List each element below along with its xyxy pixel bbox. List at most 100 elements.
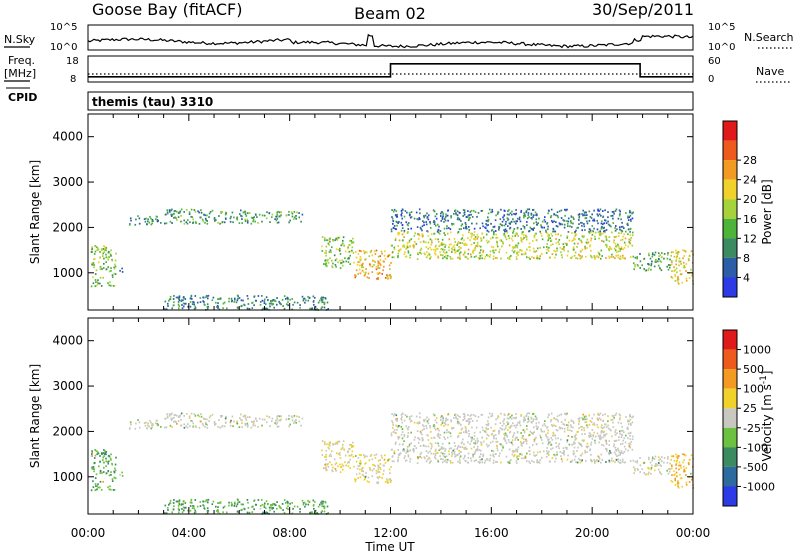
velocity-cell: [629, 415, 632, 418]
power-cell: [359, 264, 361, 267]
power-cell: [433, 223, 436, 225]
power-cell: [578, 216, 580, 219]
velocity-cell: [291, 416, 294, 419]
velocity-cell: [594, 462, 596, 464]
velocity-cell: [307, 499, 309, 502]
velocity-cell: [676, 483, 679, 486]
power-cell: [396, 221, 398, 223]
power-cell: [596, 255, 598, 257]
velocity-cell: [488, 459, 491, 462]
velocity-cell: [366, 455, 368, 458]
velocity-cell: [586, 446, 589, 449]
power-cell: [493, 225, 496, 228]
velocity-cell: [173, 420, 175, 423]
velocity-cell: [245, 419, 248, 421]
velocity-cell: [451, 451, 453, 454]
power-cell: [375, 268, 378, 271]
velocity-cell: [177, 416, 180, 418]
velocity-cell: [262, 511, 264, 514]
velocity-cell: [308, 500, 311, 503]
power-cell: [403, 231, 406, 234]
power-cell: [592, 231, 595, 234]
velocity-cell: [344, 461, 346, 464]
power-cell: [600, 214, 602, 217]
power-cell: [581, 213, 583, 215]
power-cell: [427, 230, 429, 233]
velocity-cell: [99, 470, 102, 473]
power-cell: [618, 247, 621, 250]
power-cell: [614, 227, 616, 229]
velocity-cell: [508, 460, 511, 463]
power-cell: [517, 242, 520, 245]
power-cell: [178, 296, 181, 299]
power-cell: [639, 253, 641, 255]
velocity-cell: [160, 426, 162, 428]
power-cell: [403, 229, 406, 232]
power-cell: [401, 212, 403, 214]
power-cell: [485, 227, 487, 230]
velocity-cell: [629, 432, 631, 435]
velocity-cell: [325, 449, 328, 452]
velocity-cell: [477, 440, 479, 442]
velocity-cell: [439, 455, 441, 457]
velocity-cell: [440, 452, 443, 454]
velocity-cell: [204, 425, 206, 428]
power-cell: [407, 228, 410, 230]
velocity-cell: [442, 461, 444, 464]
power-cell: [109, 281, 111, 284]
power-cell: [323, 303, 326, 306]
velocity-cell: [675, 462, 678, 465]
velocity-cell: [211, 503, 214, 506]
power-cell: [513, 250, 516, 252]
velocity-cell: [405, 459, 408, 462]
power-cell: [176, 296, 179, 299]
velocity-cell: [296, 415, 298, 418]
power-cell: [476, 215, 478, 218]
power-cell: [674, 275, 677, 278]
velocity-cell: [562, 447, 565, 450]
power-cell: [631, 212, 633, 215]
power-cell: [193, 308, 196, 310]
power-cell: [176, 218, 178, 221]
velocity-cell: [121, 475, 124, 477]
velocity-cell: [612, 414, 615, 417]
power-cell: [355, 256, 358, 259]
power-cell: [205, 219, 207, 222]
power-cell: [102, 255, 104, 257]
velocity-cell: [379, 468, 382, 471]
power-cell: [583, 225, 586, 228]
velocity-cell: [276, 421, 279, 424]
velocity-cell: [584, 449, 586, 452]
velocity-cell: [377, 464, 379, 467]
power-cell: [450, 216, 452, 219]
velocity-cell: [585, 459, 587, 462]
velocity-cell: [572, 420, 574, 423]
velocity-cell: [415, 415, 418, 418]
velocity-cell: [621, 434, 624, 437]
power-cell: [443, 217, 446, 220]
power-cell: [121, 271, 124, 273]
power-cell: [598, 252, 600, 255]
power-cell: [379, 259, 382, 261]
velocity-cell: [401, 443, 404, 446]
velocity-cell: [440, 446, 443, 449]
power-cell: [507, 218, 510, 221]
power-cell: [193, 303, 195, 306]
velocity-cell: [554, 434, 557, 437]
power-cell: [619, 213, 621, 216]
velocity-cell: [273, 503, 276, 505]
velocity-cell: [299, 510, 301, 513]
velocity-cell: [401, 431, 404, 433]
velocity-cell: [538, 461, 540, 464]
power-cell: [287, 297, 289, 300]
power-cell: [289, 298, 291, 301]
velocity-cell: [283, 499, 286, 501]
power-cell: [464, 242, 467, 245]
colorbar-frame: [722, 329, 738, 507]
velocity-cell: [259, 505, 262, 507]
velocity-cell: [525, 440, 528, 442]
freq-line: [88, 63, 693, 78]
velocity-cell: [511, 439, 514, 442]
power-cell: [253, 304, 255, 307]
